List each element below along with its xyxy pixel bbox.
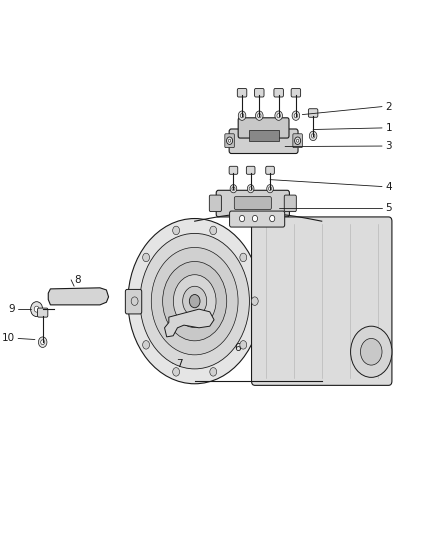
Circle shape (154, 307, 158, 311)
Circle shape (226, 137, 233, 144)
Circle shape (252, 215, 258, 222)
Text: 7: 7 (170, 283, 177, 293)
Circle shape (295, 137, 300, 144)
Circle shape (247, 184, 254, 193)
Circle shape (143, 341, 149, 349)
FancyBboxPatch shape (238, 118, 289, 138)
Circle shape (249, 187, 252, 191)
Text: 9: 9 (8, 304, 15, 314)
FancyBboxPatch shape (67, 292, 88, 301)
Circle shape (128, 219, 261, 384)
Circle shape (240, 215, 245, 222)
Circle shape (311, 134, 315, 138)
Circle shape (159, 297, 163, 302)
Text: 6: 6 (235, 343, 241, 352)
Circle shape (53, 291, 62, 302)
FancyBboxPatch shape (254, 88, 264, 97)
Circle shape (131, 297, 138, 305)
Circle shape (240, 341, 247, 349)
Circle shape (292, 111, 300, 120)
Circle shape (210, 226, 217, 235)
Circle shape (163, 350, 166, 354)
Circle shape (39, 337, 47, 348)
Circle shape (270, 215, 275, 222)
Circle shape (94, 294, 97, 298)
Text: 1: 1 (385, 123, 392, 133)
Circle shape (41, 340, 45, 345)
Circle shape (206, 317, 209, 321)
Circle shape (151, 247, 238, 355)
Circle shape (228, 139, 231, 142)
Circle shape (140, 233, 249, 369)
Circle shape (275, 111, 283, 120)
Circle shape (240, 253, 247, 262)
FancyBboxPatch shape (38, 308, 48, 317)
Circle shape (277, 114, 280, 118)
Text: 7: 7 (177, 359, 183, 368)
Text: 5: 5 (385, 203, 392, 213)
Circle shape (162, 262, 227, 341)
Circle shape (183, 286, 207, 316)
Circle shape (189, 295, 200, 308)
Circle shape (210, 368, 217, 376)
Circle shape (176, 331, 179, 335)
Circle shape (350, 326, 392, 377)
FancyBboxPatch shape (230, 211, 285, 227)
FancyBboxPatch shape (229, 166, 238, 174)
Circle shape (251, 297, 258, 305)
Text: 10: 10 (2, 334, 15, 343)
Circle shape (230, 184, 237, 193)
FancyBboxPatch shape (248, 130, 279, 141)
Circle shape (143, 253, 149, 262)
FancyBboxPatch shape (274, 88, 283, 97)
Circle shape (203, 313, 212, 324)
FancyBboxPatch shape (284, 195, 297, 212)
Circle shape (240, 114, 244, 118)
FancyBboxPatch shape (251, 217, 392, 385)
Circle shape (173, 226, 180, 235)
Circle shape (232, 187, 235, 191)
Circle shape (255, 111, 263, 120)
Circle shape (161, 347, 169, 357)
FancyBboxPatch shape (209, 195, 221, 212)
FancyBboxPatch shape (229, 129, 298, 154)
FancyBboxPatch shape (225, 134, 234, 148)
Text: 8: 8 (74, 275, 81, 285)
Circle shape (56, 294, 60, 298)
Text: 3: 3 (385, 141, 392, 151)
Circle shape (258, 114, 261, 118)
FancyBboxPatch shape (308, 109, 318, 117)
Circle shape (152, 304, 160, 314)
Circle shape (267, 184, 273, 193)
Circle shape (34, 306, 39, 312)
Circle shape (157, 294, 166, 305)
Circle shape (309, 131, 317, 141)
Circle shape (268, 187, 272, 191)
FancyBboxPatch shape (234, 197, 271, 209)
Text: 2: 2 (385, 102, 392, 111)
Text: 4: 4 (385, 182, 392, 191)
Circle shape (92, 291, 100, 302)
Circle shape (294, 114, 297, 118)
FancyBboxPatch shape (293, 134, 302, 148)
Circle shape (238, 111, 246, 120)
Circle shape (173, 274, 216, 328)
Circle shape (31, 302, 42, 317)
FancyBboxPatch shape (266, 166, 274, 174)
Circle shape (173, 328, 182, 338)
Circle shape (173, 368, 180, 376)
FancyBboxPatch shape (237, 88, 247, 97)
Circle shape (297, 139, 299, 142)
FancyBboxPatch shape (125, 289, 142, 314)
Polygon shape (48, 288, 109, 305)
FancyBboxPatch shape (246, 166, 255, 174)
FancyBboxPatch shape (216, 190, 290, 217)
FancyBboxPatch shape (291, 88, 300, 97)
Circle shape (360, 338, 382, 365)
Polygon shape (165, 309, 214, 337)
